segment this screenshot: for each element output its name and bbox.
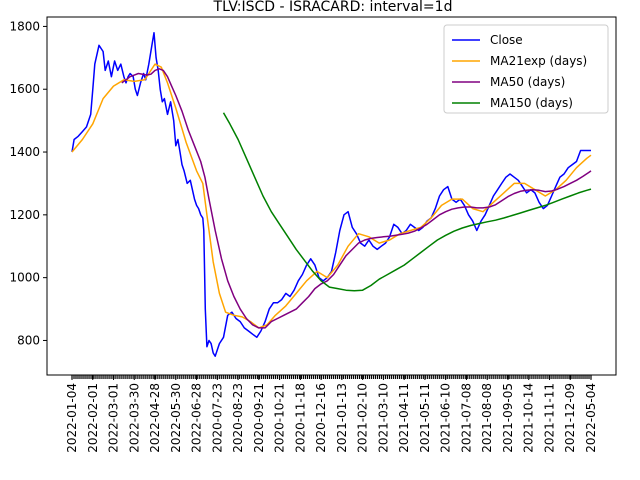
x-tick-label: 2021-05-11	[418, 383, 432, 453]
x-tick-label: 2022-01-04	[65, 383, 79, 453]
x-tick-label: 2021-09-05	[501, 383, 515, 453]
x-tick-label: 2021-03-10	[376, 383, 390, 453]
chart-title: TLV:ISCD - ISRACARD: interval=1d	[213, 0, 453, 15]
x-tick-label: 2021-04-11	[397, 383, 411, 453]
legend: Close MA21exp (days) MA50 (days) MA150 (day…	[443, 24, 609, 114]
y-tick-label: 800	[17, 333, 40, 347]
legend-box	[443, 24, 609, 114]
legend-label: MA21exp (days)	[490, 54, 587, 68]
axes-layer: 800 1000 1200 1400 1600 1800 2022-01-04 2022-02…	[9, 16, 617, 453]
legend-label: Close	[490, 33, 523, 47]
y-tick-label: 1800	[9, 19, 40, 33]
plot-layer	[71, 31, 592, 357]
x-tick-label: 2022-04-28	[148, 383, 162, 453]
series-line-ma150-days	[222, 112, 592, 292]
legend-label: MA150 (days)	[490, 96, 573, 110]
legend-label: MA50 (days)	[490, 75, 565, 89]
x-tick-label: 2022-05-04	[584, 383, 598, 453]
x-tick-label: 2022-05-30	[169, 383, 183, 453]
x-tick-label: 2021-12-09	[563, 383, 577, 453]
x-tick-label: 2022-02-01	[86, 383, 100, 453]
x-tick-label: 2021-02-10	[356, 383, 370, 453]
x-tick-label: 2022-06-28	[190, 383, 204, 453]
x-dense-ticks	[71, 375, 592, 379]
x-tick-label: 2021-07-08	[459, 383, 473, 453]
x-tick-label: 2020-10-21	[273, 383, 287, 453]
series-line-close	[71, 31, 591, 357]
x-tick-label: 2020-07-23	[210, 383, 224, 453]
y-tick-label: 1400	[9, 145, 40, 159]
x-tick-label: 2021-01-13	[335, 383, 349, 453]
x-tick-label: 2021-08-08	[480, 383, 494, 453]
y-tick-label: 1200	[9, 208, 40, 222]
y-tick-label: 1600	[9, 82, 40, 96]
x-tick-label: 2020-08-23	[231, 383, 245, 453]
x-tick-label: 2021-10-14	[522, 383, 536, 453]
x-tick-label: 2020-09-21	[252, 383, 266, 453]
x-tick-label: 2021-11-11	[542, 383, 556, 453]
x-tick-label: 2020-11-18	[293, 383, 307, 453]
series-line-ma50-days	[121, 68, 592, 329]
x-tick-label: 2022-03-30	[127, 383, 141, 453]
x-tick-label: 2021-06-10	[439, 383, 453, 453]
y-tick-label: 1000	[9, 271, 40, 285]
x-tick-label: 2022-03-01	[107, 383, 121, 453]
x-tick-label: 2020-12-16	[314, 383, 328, 453]
